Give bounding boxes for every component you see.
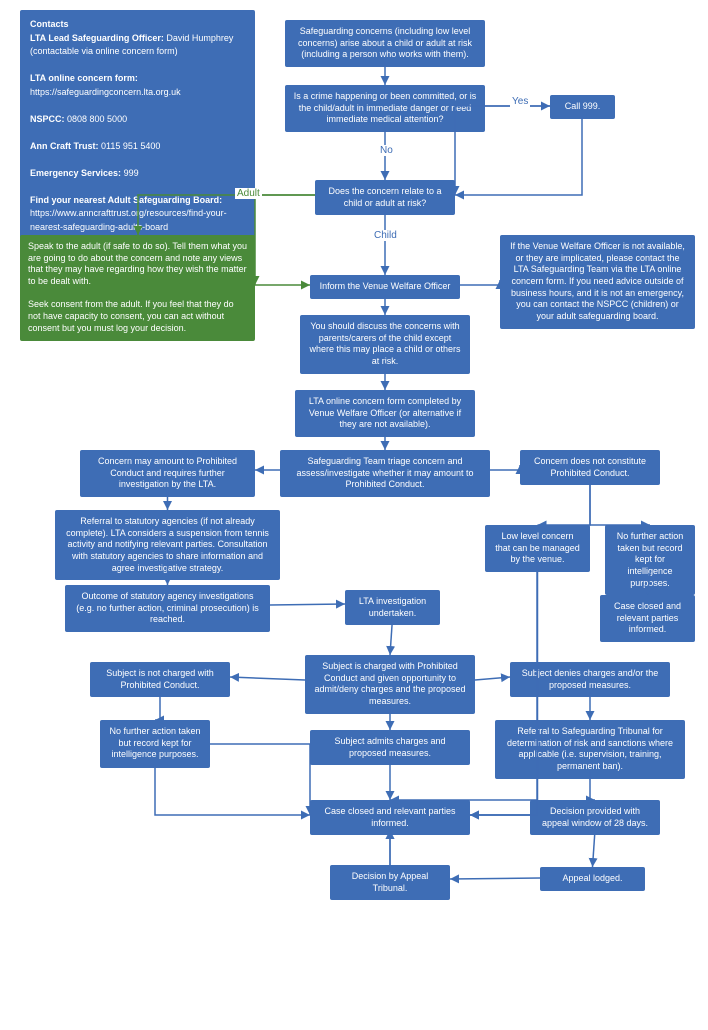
node-n17: LTA investigation undertaken.: [345, 590, 440, 625]
node-n26: Decision provided with appeal window of …: [530, 800, 660, 835]
node-n12: Concern does not constitute Prohibited C…: [520, 450, 660, 485]
contacts-panel: Contacts LTA Lead Safeguarding Officer: …: [20, 10, 255, 242]
node-n7: If the Venue Welfare Officer is not avai…: [500, 235, 695, 329]
flowchart-canvas: Contacts LTA Lead Safeguarding Officer: …: [10, 10, 698, 1020]
node-n2: Is a crime happening or been committed, …: [285, 85, 485, 132]
node-n15: No further action taken but record kept …: [605, 525, 695, 595]
node-n13: Referral to statutory agencies (if not a…: [55, 510, 280, 580]
node-n9: LTA online concern form completed by Ven…: [295, 390, 475, 437]
node-n20: Subject is not charged with Prohibited C…: [90, 662, 230, 697]
node-n18: Case closed and relevant parties informe…: [600, 595, 695, 642]
node-n24: Referral to Safeguarding Tribunal for de…: [495, 720, 685, 779]
edge-label-no: No: [378, 145, 395, 156]
node-n28: Appeal lodged.: [540, 867, 645, 891]
node-n23: Subject admits charges and proposed meas…: [310, 730, 470, 765]
node-n21: Subject denies charges and/or the propos…: [510, 662, 670, 697]
edge-label-yes: Yes: [510, 96, 530, 107]
node-n16: Outcome of statutory agency investigatio…: [65, 585, 270, 632]
node-n8: You should discuss the concerns with par…: [300, 315, 470, 374]
node-n25: Case closed and relevant parties informe…: [310, 800, 470, 835]
node-n11: Concern may amount to Prohibited Conduct…: [80, 450, 255, 497]
node-n27: Decision by Appeal Tribunal.: [330, 865, 450, 900]
contacts-title: Contacts: [30, 19, 69, 29]
edge-label-adult: Adult: [235, 188, 262, 199]
node-n22: No further action taken but record kept …: [100, 720, 210, 768]
node-n10: Safeguarding Team triage concern and ass…: [280, 450, 490, 497]
node-n6: Inform the Venue Welfare Officer: [310, 275, 460, 299]
node-n19: Subject is charged with Prohibited Condu…: [305, 655, 475, 714]
node-n5: Speak to the adult (if safe to do so). T…: [20, 235, 255, 341]
node-n3: Call 999.: [550, 95, 615, 119]
edge-label-child: Child: [372, 230, 399, 241]
node-n14: Low level concern that can be managed by…: [485, 525, 590, 572]
node-n4: Does the concern relate to a child or ad…: [315, 180, 455, 215]
node-n1: Safeguarding concerns (including low lev…: [285, 20, 485, 67]
